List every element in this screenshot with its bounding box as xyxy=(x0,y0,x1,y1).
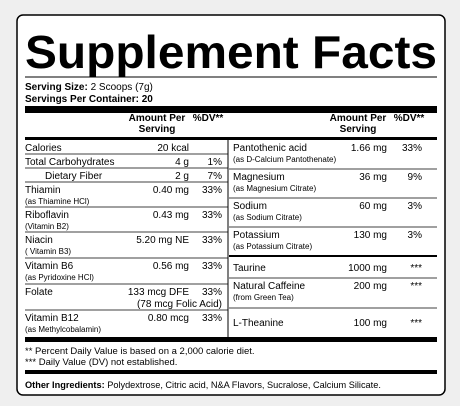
servings-label: Servings Per Container: xyxy=(25,94,139,105)
amount-note: (78 mcg Folic Acid) xyxy=(137,299,222,310)
nutrient-name: Taurine xyxy=(233,263,266,274)
servings-value: 20 xyxy=(142,94,154,105)
serving-size-label: Serving Size: xyxy=(25,82,88,93)
amount: 36 mg xyxy=(359,172,387,183)
nutrient-name: Potassium xyxy=(233,230,280,241)
thick-rule xyxy=(25,370,437,374)
nutrient-name: Vitamin B12 xyxy=(25,313,79,324)
daily-value: 7% xyxy=(208,171,223,182)
nutrient-source: (as D-Calcium Pantothenate) xyxy=(233,155,336,164)
footnote: *** Daily Value (DV) not established. xyxy=(25,357,177,368)
amount: 100 mg xyxy=(354,318,387,329)
amount: 0.40 mg xyxy=(153,185,189,196)
amount: 2 g xyxy=(175,171,189,182)
nutrient-source: (as Potassium Citrate) xyxy=(233,242,312,251)
nutrient-source: (as Pyridoxine HCl) xyxy=(25,273,94,282)
nutrient-source: (as Thiamine HCl) xyxy=(25,197,90,206)
nutrient-source: (Vitamin B2) xyxy=(25,222,69,231)
nutrient-source: (as Magnesium Citrate) xyxy=(233,184,316,193)
daily-value: 33% xyxy=(202,185,222,196)
daily-value: 33% xyxy=(202,261,222,272)
amount: 5.20 mg NE xyxy=(136,235,189,246)
amount: 20 kcal xyxy=(157,143,189,154)
amount: 0.56 mg xyxy=(153,261,189,272)
amount: 1000 mg xyxy=(348,263,387,274)
nutrient-name: Sodium xyxy=(233,201,267,212)
amount: 130 mg xyxy=(354,230,387,241)
amount: 0.43 mg xyxy=(153,210,189,221)
daily-value: *** xyxy=(410,263,422,274)
nutrient-name: Riboflavin xyxy=(25,210,69,221)
amount: 133 mcg DFE xyxy=(128,287,189,298)
daily-value: 9% xyxy=(408,172,423,183)
thick-rule xyxy=(25,106,437,113)
amount: 1.66 mg xyxy=(351,143,387,154)
daily-value: 3% xyxy=(408,201,423,212)
nutrient-name: Niacin xyxy=(25,235,53,246)
column-header: Amount Per xyxy=(330,113,387,124)
nutrient-name: Total Carbohydrates xyxy=(25,157,115,168)
daily-value: 1% xyxy=(208,157,223,168)
other-ingredients-label: Other Ingredients: xyxy=(25,380,105,390)
column-header: Amount Per xyxy=(129,113,186,124)
nutrient-source: ( Vitamin B3) xyxy=(25,247,71,256)
daily-value: 33% xyxy=(202,235,222,246)
column-header: %DV** xyxy=(193,113,224,124)
nutrient-source: (as Methylcobalamin) xyxy=(25,325,101,334)
column-header: %DV** xyxy=(394,113,425,124)
column-header: Serving xyxy=(139,124,176,135)
other-ingredients-value: Polydextrose, Citric acid, N&A Flavors, … xyxy=(107,380,381,390)
amount: 4 g xyxy=(175,157,189,168)
amount: 0.80 mcg xyxy=(148,313,189,324)
nutrient-name: Calories xyxy=(25,143,62,154)
nutrient-name: Natural Caffeine xyxy=(233,281,306,292)
serving-size-value: 2 Scoops (7g) xyxy=(91,82,153,93)
nutrient-name: Thiamin xyxy=(25,185,61,196)
nutrient-name: Dietary Fiber xyxy=(45,171,103,182)
amount: 200 mg xyxy=(354,281,387,292)
nutrient-name: Magnesium xyxy=(233,172,285,183)
daily-value: 33% xyxy=(202,313,222,324)
title: Supplement Facts xyxy=(25,26,437,78)
footnote: ** Percent Daily Value is based on a 2,0… xyxy=(25,346,255,357)
amount: 60 mg xyxy=(359,201,387,212)
daily-value: 33% xyxy=(202,210,222,221)
nutrient-name: Pantothenic acid xyxy=(233,143,307,154)
nutrient-name: L-Theanine xyxy=(233,318,284,329)
daily-value: *** xyxy=(410,318,422,329)
nutrient-name: Vitamin B6 xyxy=(25,261,74,272)
column-header: Serving xyxy=(340,124,377,135)
serving-size: Serving Size: 2 Scoops (7g) xyxy=(25,82,153,93)
servings-per-container: Servings Per Container: 20 xyxy=(25,94,153,105)
daily-value: 3% xyxy=(408,230,423,241)
daily-value: *** xyxy=(410,281,422,292)
nutrient-source: (as Sodium Citrate) xyxy=(233,213,302,222)
thick-rule xyxy=(25,337,437,342)
daily-value: 33% xyxy=(402,143,422,154)
nutrient-source: (from Green Tea) xyxy=(233,293,294,302)
medium-rule xyxy=(25,137,437,140)
nutrient-name: Folate xyxy=(25,287,53,298)
daily-value: 33% xyxy=(202,287,222,298)
other-ingredients: Other Ingredients: Polydextrose, Citric … xyxy=(25,380,381,390)
